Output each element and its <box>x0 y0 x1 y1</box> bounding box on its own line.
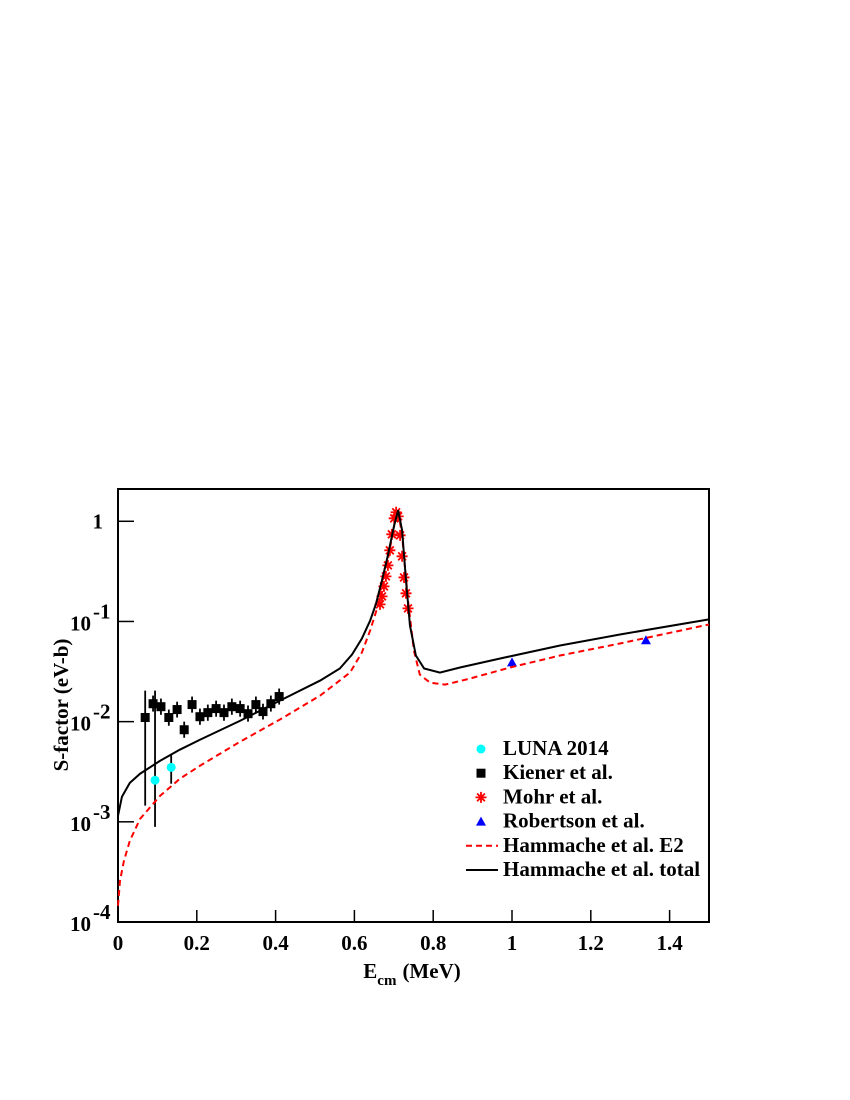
legend-label: LUNA 2014 <box>503 736 609 760</box>
data-point <box>507 657 517 667</box>
x-tick-label: 0.4 <box>262 931 289 955</box>
y-tick-label: 10 <box>70 912 91 936</box>
y-tick-exponent: -2 <box>93 700 111 724</box>
x-tick-label: 0.6 <box>341 931 367 955</box>
data-point <box>219 708 229 718</box>
curve <box>117 509 710 906</box>
data-point <box>235 704 245 714</box>
x-tick-label: 1 <box>507 931 518 955</box>
data-point <box>266 699 276 709</box>
data-point <box>211 704 221 714</box>
y-tick-label: 10 <box>70 712 91 736</box>
data-point <box>195 712 205 722</box>
x-tick-label: 0.8 <box>420 931 446 955</box>
x-tick-label: 1.4 <box>656 931 683 955</box>
data-point <box>187 700 197 710</box>
data-point <box>388 512 400 524</box>
data-point <box>140 712 150 722</box>
x-tick-label: 1.2 <box>578 931 604 955</box>
plot-frame <box>117 488 710 923</box>
x-tick-label: 0.2 <box>184 931 210 955</box>
legend-label: Robertson et al. <box>503 809 645 833</box>
data-point <box>148 699 158 709</box>
x-axis-title: Ecm (MeV) <box>363 959 460 989</box>
data-point <box>251 700 261 710</box>
data-point <box>382 559 394 571</box>
data-point <box>376 590 388 602</box>
y-axis-title: S-factor (eV-b) <box>49 639 73 772</box>
data-point <box>374 598 386 610</box>
data-point <box>398 571 410 583</box>
x-axis-title-main: E <box>363 959 377 983</box>
x-axis-title-subscript: cm <box>377 973 397 989</box>
data-point <box>378 580 390 592</box>
y-tick-label: 10 <box>70 611 91 635</box>
y-tick-exponent: -3 <box>93 800 111 824</box>
data-point <box>179 725 189 735</box>
curve <box>117 509 710 816</box>
data-point <box>203 708 213 718</box>
data-point <box>394 529 406 541</box>
legend-label: Hammache et al. total <box>503 857 700 881</box>
y-tick-exponent: -1 <box>93 599 111 623</box>
y-tick-exponent: -4 <box>93 900 111 924</box>
data-point <box>400 587 412 599</box>
legend-marker <box>476 744 486 754</box>
data-point <box>164 712 174 722</box>
data-point <box>172 705 182 715</box>
legend-marker <box>475 791 487 803</box>
legend-label: Kiener et al. <box>503 760 613 784</box>
legend-marker <box>476 816 486 826</box>
y-tick-label: 1 <box>93 509 104 533</box>
data-point <box>150 775 160 785</box>
data-point <box>390 506 402 518</box>
data-point <box>274 692 284 702</box>
data-point <box>166 762 176 772</box>
data-point <box>396 550 408 562</box>
data-point <box>380 570 392 582</box>
legend-marker <box>476 768 486 778</box>
x-axis-title-unit: (MeV) <box>402 959 460 983</box>
data-point <box>640 635 651 645</box>
legend-label: Mohr et al. <box>503 784 602 808</box>
y-tick-label: 10 <box>70 812 91 836</box>
data-point <box>227 702 237 712</box>
data-point <box>156 702 166 712</box>
data-point <box>258 707 268 717</box>
x-tick-label: 0 <box>113 931 124 955</box>
data-point <box>243 709 253 719</box>
legend-label: Hammache et al. E2 <box>503 833 684 857</box>
